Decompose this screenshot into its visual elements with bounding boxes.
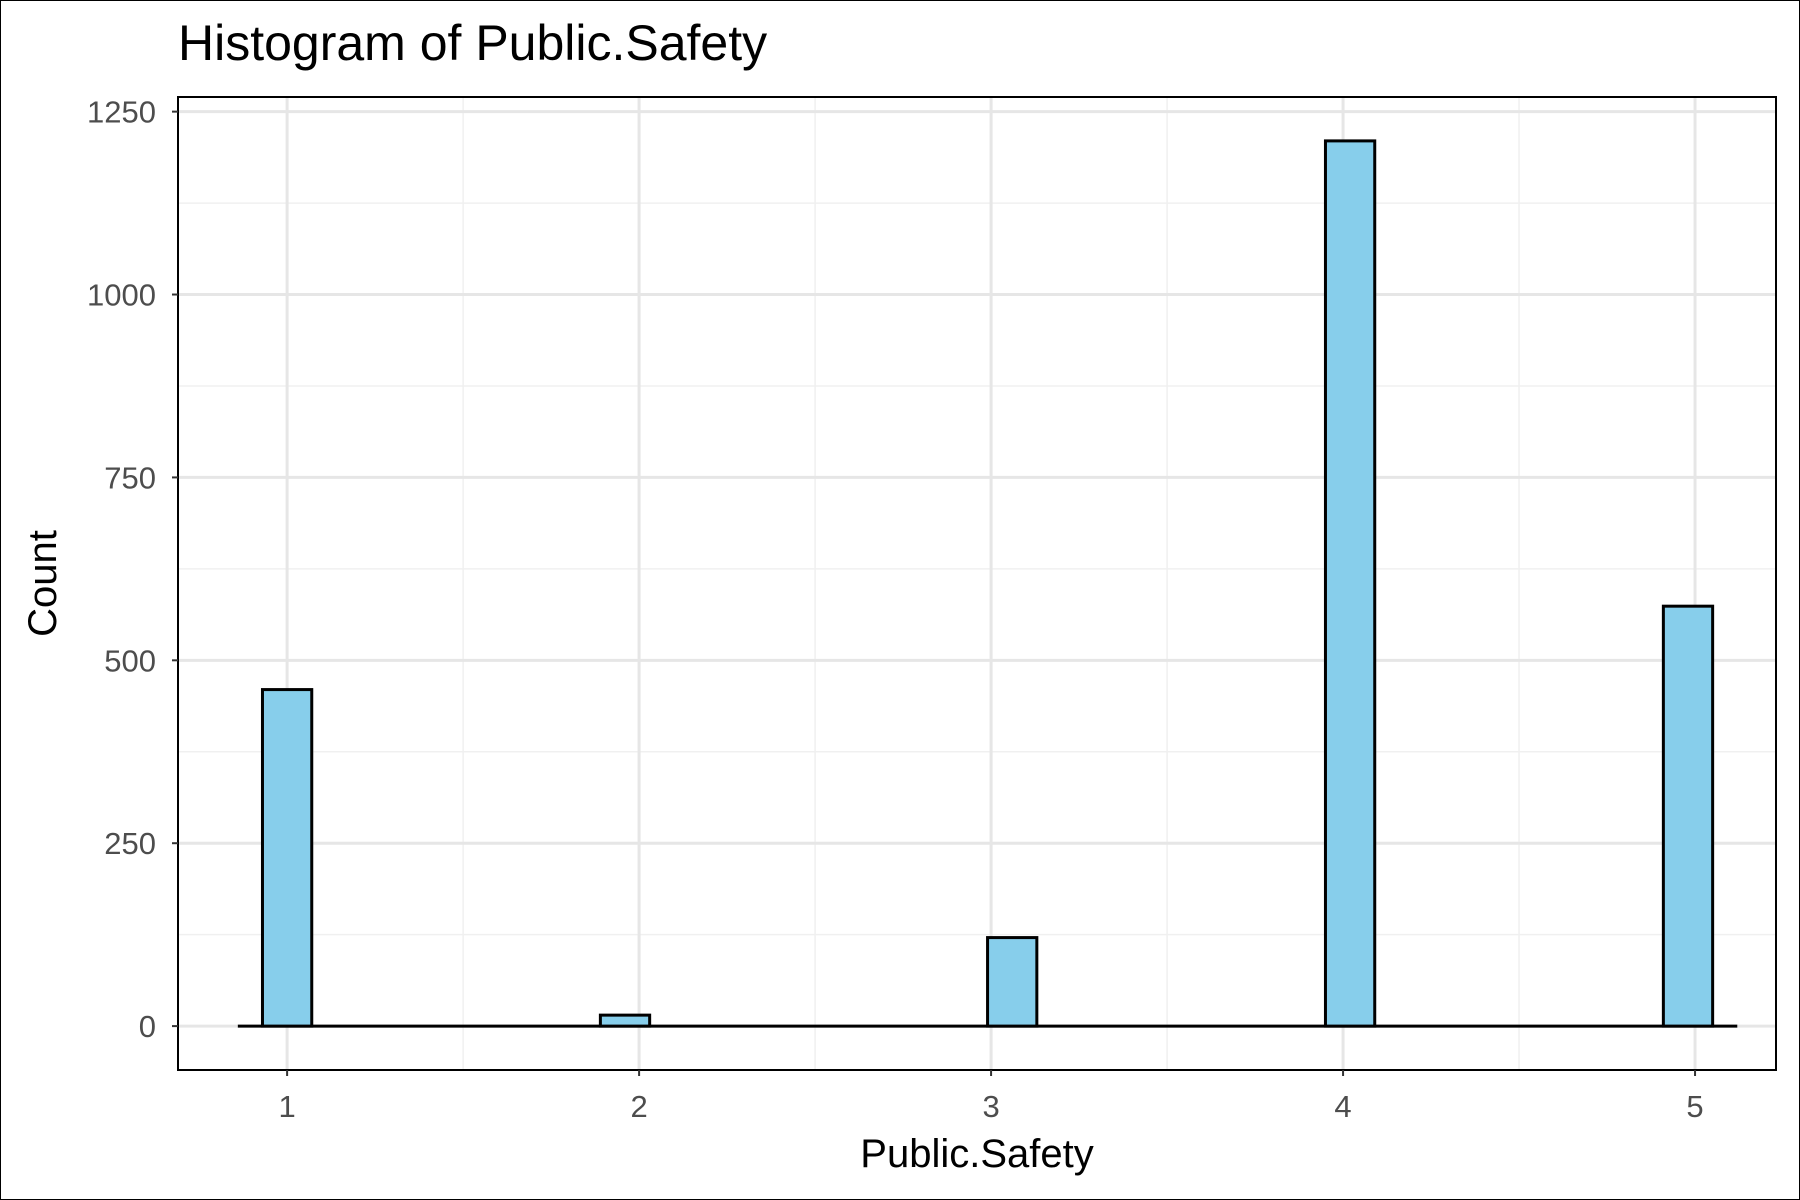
x-tick-label: 3 xyxy=(982,1089,999,1124)
y-tick-label: 1000 xyxy=(87,278,156,313)
histogram-bar xyxy=(1323,139,1377,1028)
panel-border xyxy=(177,96,1777,1071)
chart-title: Histogram of Public.Safety xyxy=(178,15,768,71)
y-tick-label: 250 xyxy=(104,826,156,861)
x-tick-label: 4 xyxy=(1334,1089,1351,1124)
y-axis-title: Count xyxy=(21,530,65,637)
x-axis-ticks: 1 2 3 4 5 xyxy=(278,1070,1704,1124)
histogram-bar xyxy=(260,688,314,1028)
y-tick-label: 1250 xyxy=(87,95,156,130)
y-tick-label: 750 xyxy=(104,460,156,495)
x-tick-label: 2 xyxy=(630,1089,647,1124)
x-tick-label: 1 xyxy=(278,1089,295,1124)
major-gridlines xyxy=(178,97,1776,1070)
y-axis-ticks: 0 250 500 750 1000 1250 xyxy=(87,95,178,1044)
histogram-bar xyxy=(1661,604,1715,1028)
y-tick-label: 0 xyxy=(139,1009,156,1044)
minor-gridlines xyxy=(178,97,1776,1070)
histogram-bar xyxy=(598,1013,652,1028)
y-tick-label: 500 xyxy=(104,643,156,678)
x-axis-title: Public.Safety xyxy=(860,1132,1093,1176)
histogram-bar xyxy=(986,936,1039,1028)
histogram-bars xyxy=(260,139,1715,1028)
x-tick-label: 5 xyxy=(1686,1089,1703,1124)
